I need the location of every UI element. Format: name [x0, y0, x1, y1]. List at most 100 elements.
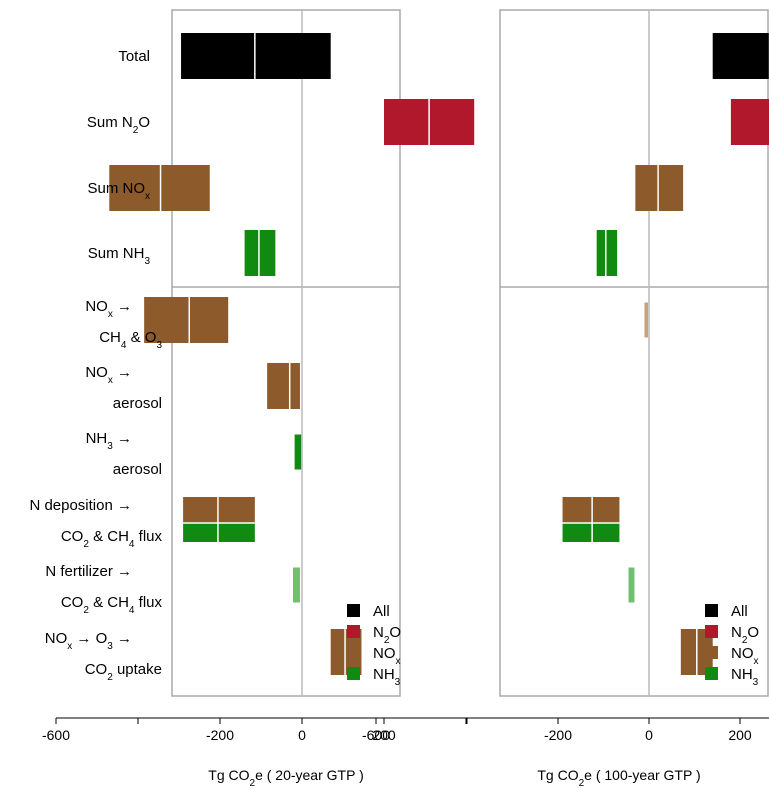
row-label-nh3_aerosol-line1: NH3 →: [86, 430, 132, 452]
bar-n_dep_flux-top: [183, 497, 255, 523]
bar-nox_ch4_o3: [144, 297, 229, 343]
row-label-nox_aerosol-line2: aerosol: [113, 395, 162, 412]
legend-label-n2o: N2O: [731, 624, 759, 646]
row-label-n_fert_flux-line2-part: flux: [134, 594, 162, 611]
row-label-nox_o3_co2-line2: CO2 uptake: [85, 661, 162, 683]
x-tick-label: -600: [362, 727, 390, 743]
legend-label-nox: NOx: [731, 645, 759, 667]
legend-label-n2o-part: O: [389, 624, 401, 641]
legend-label-nh3-part: 3: [753, 677, 759, 688]
x-axis-title-part: Tg CO: [537, 767, 578, 783]
row-label-nh3_aerosol-line1-part: NH: [86, 430, 108, 447]
x-axis-title: Tg CO2e ( 20-year GTP ): [208, 767, 363, 788]
row-label-nox_ch4_o3-line2-part: 3: [156, 340, 162, 351]
row-label-nh3_aerosol-line2-part: aerosol: [113, 461, 162, 478]
legend-label-n2o-part: 2: [742, 635, 748, 646]
x-axis-title-part: e ( 20-year GTP ): [255, 767, 364, 783]
row-label-sum_nox-part: x: [145, 191, 150, 202]
row-label-nox_ch4_o3-line1-part: →: [113, 298, 132, 315]
row-label-sum_n2o: Sum N2O: [87, 114, 150, 136]
legend-label-nh3: NH3: [373, 666, 401, 688]
row-label-nh3_aerosol-line1-part: 3: [107, 441, 113, 452]
legend-label-nh3-part: 3: [395, 677, 401, 688]
row-label-nox_ch4_o3-line2: CH4 & O3: [99, 329, 162, 351]
x-axis-title: Tg CO2e ( 100-year GTP ): [537, 767, 700, 788]
row-label-total-part: Total: [118, 48, 150, 65]
bar-sum_nh3: [244, 230, 276, 276]
x-tick-label: 200: [728, 727, 752, 743]
row-label-n_fert_flux-line2-part: & CH: [89, 594, 129, 611]
legend-swatch-nh3: [347, 667, 360, 680]
legend-swatch-all: [705, 604, 718, 617]
row-label-n_fert_flux-line2-part: 4: [129, 605, 135, 616]
row-label-sum_nh3: Sum NH3: [88, 245, 151, 267]
row-label-sum_n2o-part: 2: [133, 125, 139, 136]
row-label-n_fert_flux-line2-part: CO: [61, 594, 84, 611]
row-label-n_fert_flux-line2-part: 2: [83, 605, 89, 616]
row-label-nox_o3_co2-line1-part: NO: [45, 630, 68, 647]
bar-sum_n2o: [730, 99, 769, 145]
row-label-n_dep_flux-line2-part: flux: [134, 528, 162, 545]
bar-sum_nh3: [596, 230, 618, 276]
legend-label-n2o: N2O: [373, 624, 401, 646]
x-axis-title-part: e ( 100-year GTP ): [584, 767, 700, 783]
row-label-nox_ch4_o3-line1-part: x: [108, 309, 113, 320]
legend-label-all-part: All: [373, 603, 390, 620]
row-label-n_dep_flux-line1: N deposition →: [29, 497, 132, 514]
row-label-nox_o3_co2-line1-part: → O: [72, 630, 107, 647]
x-axis-title-sub: 2: [579, 778, 585, 788]
legend-swatch-nox: [705, 646, 718, 659]
row-label-sum_n2o-part: O: [138, 114, 150, 131]
row-label-nox_o3_co2-line2-part: uptake: [113, 661, 162, 678]
row-label-nox_ch4_o3-line1: NOx →: [85, 298, 132, 320]
row-label-sum_nh3-part: Sum NH: [88, 245, 145, 262]
row-label-nox_o3_co2-line1-part: 3: [107, 641, 113, 652]
bar-sum_nox: [635, 165, 684, 211]
panel-frame: [171, 9, 401, 697]
row-label-nox_ch4_o3-line1-part: NO: [85, 298, 108, 315]
row-label-nox_aerosol-line1-part: x: [108, 375, 113, 386]
x-tick-label: -600: [42, 727, 70, 743]
row-label-nox_aerosol-line1-part: NO: [85, 364, 108, 381]
row-label-n_dep_flux-line1-part: N deposition →: [29, 497, 132, 514]
legend-label-all: All: [731, 603, 748, 620]
x-tick-label: -200: [544, 727, 572, 743]
legend-label-nox-part: NO: [373, 645, 396, 662]
row-label-sum_n2o-part: Sum N: [87, 114, 133, 131]
legend-label-n2o-part: 2: [384, 635, 390, 646]
legend-swatch-nh3: [705, 667, 718, 680]
row-label-nox_aerosol-line2-part: aerosol: [113, 395, 162, 412]
x-tick-label: -200: [206, 727, 234, 743]
row-label-nox_o3_co2-line1-part: →: [113, 630, 132, 647]
legend-label-nox-part: x: [396, 656, 401, 667]
bar-nh3_aerosol: [294, 434, 302, 470]
row-label-n_dep_flux-line2: CO2 & CH4 flux: [61, 528, 163, 550]
row-label-nox_aerosol-line1: NOx →: [85, 364, 132, 386]
x-tick-label: 0: [645, 727, 653, 743]
bar-n_fert_flux: [628, 567, 635, 603]
legend-swatch-nox: [347, 646, 360, 659]
legend-label-nh3-part: NH: [373, 666, 395, 683]
row-label-nh3_aerosol-line1-part: →: [113, 430, 132, 447]
bar-n_dep_flux-bottom: [562, 523, 620, 542]
row-label-nox_aerosol-line1-part: →: [113, 364, 132, 381]
legend-label-n2o-part: N: [731, 624, 742, 641]
legend-label-n2o-part: N: [373, 624, 384, 641]
row-label-n_dep_flux-line2-part: 2: [83, 539, 89, 550]
row-label-n_fert_flux-line2: CO2 & CH4 flux: [61, 594, 163, 616]
legend-label-nox: NOx: [373, 645, 401, 667]
row-label-n_dep_flux-line2-part: & CH: [89, 528, 129, 545]
legend-swatch-n2o: [705, 625, 718, 638]
bar-n_fert_flux: [292, 567, 300, 603]
x-axis-title-part: Tg CO: [208, 767, 249, 783]
row-label-nox_o3_co2-line1: NOx → O3 →: [45, 630, 132, 652]
bar-total: [181, 33, 331, 79]
row-label-nh3_aerosol-line2: aerosol: [113, 461, 162, 478]
bar-nox_aerosol: [267, 363, 300, 409]
row-label-sum_nox: Sum NOx: [87, 180, 150, 202]
legend-label-nh3-part: NH: [731, 666, 753, 683]
legend-label-nox-part: NO: [731, 645, 754, 662]
bar-n_dep_flux-top: [562, 497, 620, 523]
x-tick-label: 0: [298, 727, 306, 743]
